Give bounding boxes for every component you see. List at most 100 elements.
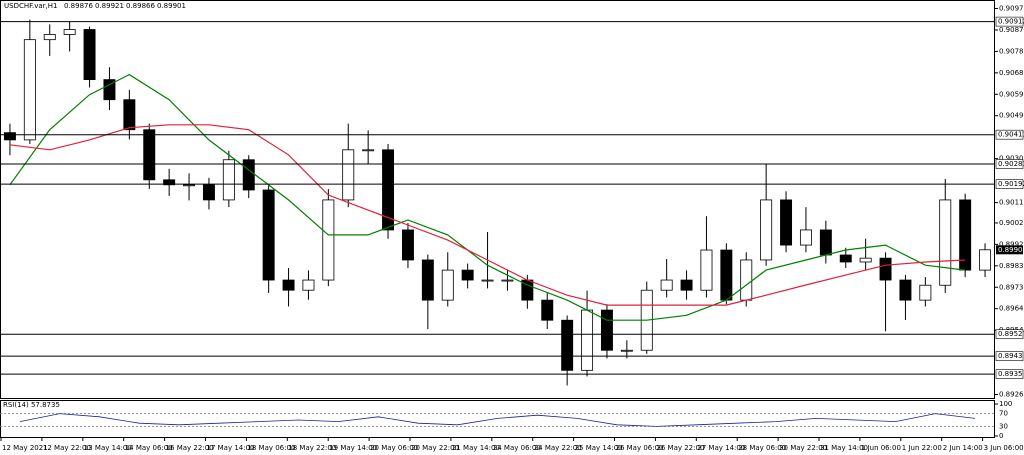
candle-body [859, 257, 872, 263]
current-price-label: 0.89901 [998, 246, 1024, 254]
candle-body [501, 279, 514, 282]
candle-body [979, 249, 992, 271]
level-label-box [995, 351, 1024, 361]
level-label-box [995, 16, 1024, 27]
x-tick-label: 26 May 22:00 [656, 444, 704, 452]
candle-body [581, 309, 594, 371]
candle-body [202, 184, 215, 201]
y-tick-label: 0.90875 [999, 26, 1024, 34]
candle-body [839, 254, 852, 263]
x-tick-label: 28 May 06:00 [738, 444, 786, 452]
candle-body [879, 257, 892, 281]
x-tick-label: 30 May 22:00 [779, 444, 827, 452]
x-tick-label: 26 May 06:00 [616, 444, 664, 452]
level-label: 0.90281 [998, 160, 1024, 168]
candle-body [600, 309, 613, 351]
level-label-box [995, 159, 1024, 169]
candle-body [481, 279, 494, 282]
candle-body [700, 249, 713, 291]
candle-body [620, 349, 633, 352]
candle-body [83, 29, 96, 81]
header-value: 0.89921 [95, 2, 124, 10]
x-tick-label: 18 May 06:00 [247, 444, 295, 452]
candle-body [780, 199, 793, 246]
candle-body [322, 199, 335, 281]
moving-average [9, 124, 966, 306]
header-value: 0.89901 [157, 2, 186, 10]
rsi-line [19, 413, 976, 427]
x-tick-label: 19 May 14:00 [329, 444, 377, 452]
candle-body [103, 79, 116, 101]
level-label: 0.89527 [998, 330, 1024, 338]
candle-body [561, 319, 574, 371]
x-tick-label: 2 Jun 14:00 [943, 444, 983, 452]
header-value: 0.89866 [126, 2, 155, 10]
candle-body [143, 129, 156, 181]
candle-body [282, 279, 295, 291]
y-tick-label: 0.90115 [999, 199, 1024, 207]
main-frame [0, 0, 995, 399]
level-label-box [995, 179, 1024, 189]
y-tick-label: 0.90495 [999, 112, 1024, 120]
candle-body [382, 149, 395, 231]
level-label: 0.8935 [998, 370, 1023, 378]
candle-body [541, 299, 554, 321]
rsi-frame [0, 400, 995, 438]
x-tick-label: 17 May 14:00 [207, 444, 255, 452]
candle-body [3, 132, 16, 141]
candle-body [919, 284, 932, 301]
level-label: 0.90192 [998, 180, 1024, 188]
x-tick-label: 18 May 22:00 [288, 444, 336, 452]
candle-body [123, 99, 136, 131]
x-tick-label: 3 Jun 06:00 [984, 444, 1024, 452]
x-tick-label: 12 May 22:00 [43, 444, 91, 452]
candle-body [63, 29, 76, 35]
x-tick-label: 14 May 06:00 [125, 444, 173, 452]
candle-body [222, 159, 235, 201]
rsi-tick-label: 100 [999, 400, 1012, 408]
x-tick-label: 16 May 22:00 [166, 444, 214, 452]
x-tick-label: 24 May 06:00 [493, 444, 541, 452]
x-tick-label: 31 May 14:00 [820, 444, 868, 452]
level-label-box [995, 129, 1024, 140]
x-tick-label: 1 Jun 06:00 [861, 444, 901, 452]
x-tick-label: 25 May 14:00 [575, 444, 623, 452]
level-label: 0.8943 [998, 352, 1023, 360]
x-tick-label: 12 May 2021 [2, 444, 48, 452]
candle-body [362, 149, 375, 152]
x-tick-label: 21 May 14:00 [452, 444, 500, 452]
candle-body [680, 279, 693, 291]
candle-body [401, 229, 414, 261]
candle-body [342, 149, 355, 201]
candle-body [899, 279, 912, 301]
y-tick-label: 0.89735 [999, 283, 1024, 291]
level-label: 0.90912 [998, 18, 1024, 26]
candle-body [262, 189, 275, 281]
rsi-label: RSI(14) 57.8735 [3, 401, 60, 409]
candle-body [939, 199, 952, 286]
current-price-box [996, 245, 1023, 255]
candle-body [720, 249, 733, 301]
candle-body [183, 184, 196, 187]
candle-body [421, 259, 434, 301]
y-tick-label: 0.90305 [999, 155, 1024, 163]
candle-body [799, 229, 812, 246]
x-tick-label: 27 May 14:00 [697, 444, 745, 452]
x-tick-label: 1 Jun 22:00 [902, 444, 942, 452]
candle-body [302, 279, 315, 291]
candle-body [461, 269, 474, 281]
candle-body [441, 269, 454, 301]
x-tick-label: 13 May 14:00 [84, 444, 132, 452]
level-label: 0.90411 [998, 131, 1024, 139]
x-tick-label: 24 May 22:00 [534, 444, 582, 452]
candle-body [740, 259, 753, 301]
rsi-tick-label: 30 [999, 422, 1008, 430]
